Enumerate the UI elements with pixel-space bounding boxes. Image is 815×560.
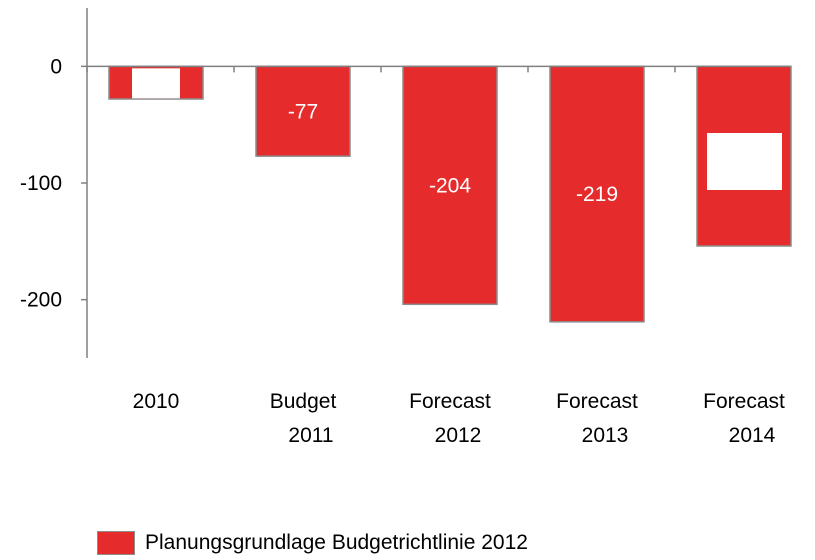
- category-label: Forecast: [409, 390, 491, 413]
- y-tick-label: -100: [20, 172, 62, 195]
- blank-label-box: [132, 68, 180, 99]
- legend-swatch: [97, 531, 135, 555]
- category-label: Forecast: [703, 390, 785, 413]
- legend: Planungsgrundlage Budgetrichtlinie 2012: [97, 528, 528, 558]
- category-label: Budget: [270, 390, 337, 413]
- category-label: Forecast: [556, 390, 638, 413]
- data-label: -219: [576, 183, 618, 206]
- data-label: -204: [429, 174, 471, 197]
- category-label: 2010: [133, 390, 180, 413]
- y-tick-label: 0: [50, 55, 62, 78]
- blank-label-box: [707, 133, 782, 190]
- bar: [549, 65, 645, 323]
- legend-label: Planungsgrundlage Budgetrichtlinie 2012: [145, 531, 528, 554]
- data-label: -77: [288, 100, 318, 123]
- category-label: 2011: [288, 424, 333, 447]
- category-label: 2012: [435, 424, 482, 447]
- category-label: 2013: [582, 424, 629, 447]
- bar-chart: 0 -100 -200 -77 -204 -219 2010 Budget 2011 Foreca…: [20, 8, 792, 447]
- bar: [402, 65, 498, 306]
- bar: [255, 65, 351, 157]
- y-tick-label: -200: [20, 289, 62, 312]
- category-label: 2014: [729, 424, 776, 447]
